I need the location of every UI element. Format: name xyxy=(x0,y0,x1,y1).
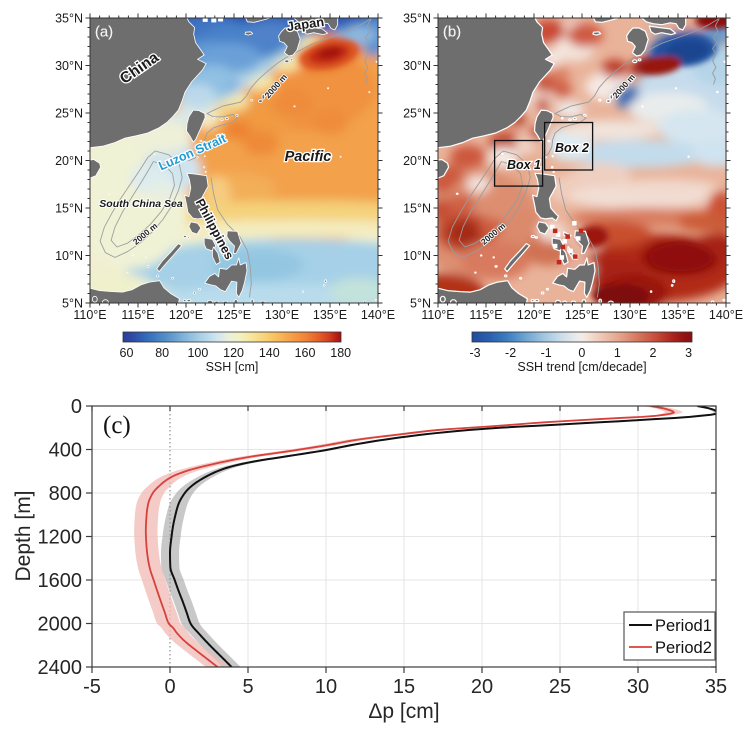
svg-text:110°E: 110°E xyxy=(421,308,454,322)
svg-text:130°E: 130°E xyxy=(613,308,647,322)
svg-text:20°N: 20°N xyxy=(403,154,431,168)
svg-text:5°N: 5°N xyxy=(410,297,431,311)
svg-text:20: 20 xyxy=(471,676,493,698)
svg-text:-5: -5 xyxy=(83,676,101,698)
svg-text:Box 2: Box 2 xyxy=(555,141,589,155)
svg-text:2400: 2400 xyxy=(38,657,83,679)
svg-text:0: 0 xyxy=(71,396,82,418)
svg-text:60: 60 xyxy=(120,346,134,360)
svg-text:135°E: 135°E xyxy=(661,308,695,322)
svg-text:20°N: 20°N xyxy=(55,154,83,168)
svg-text:120°E: 120°E xyxy=(517,308,551,322)
svg-text:(b): (b) xyxy=(443,24,461,41)
svg-text:10: 10 xyxy=(315,676,337,698)
svg-text:1: 1 xyxy=(614,346,621,360)
svg-text:Japan: Japan xyxy=(286,14,325,34)
svg-text:5°N: 5°N xyxy=(62,297,83,311)
svg-text:400: 400 xyxy=(49,440,82,462)
svg-text:120°E: 120°E xyxy=(169,308,203,322)
svg-text:10°N: 10°N xyxy=(403,249,431,263)
svg-text:5: 5 xyxy=(242,676,253,698)
svg-text:135°E: 135°E xyxy=(313,308,347,322)
svg-text:25: 25 xyxy=(549,676,571,698)
svg-text:25°N: 25°N xyxy=(55,107,83,121)
svg-text:180: 180 xyxy=(330,346,351,360)
svg-text:-3: -3 xyxy=(469,346,480,360)
svg-text:SSH trend [cm/decade]: SSH trend [cm/decade] xyxy=(517,360,646,374)
svg-text:(a): (a) xyxy=(95,24,113,41)
svg-text:35°N: 35°N xyxy=(55,12,83,26)
svg-text:10°N: 10°N xyxy=(55,249,83,263)
svg-text:160: 160 xyxy=(295,346,316,360)
svg-text:1600: 1600 xyxy=(38,570,83,592)
svg-text:800: 800 xyxy=(49,483,82,505)
svg-text:30: 30 xyxy=(627,676,649,698)
svg-text:140: 140 xyxy=(259,346,280,360)
svg-text:Box 2: Box 2 xyxy=(555,141,589,155)
svg-text:0: 0 xyxy=(164,676,175,698)
svg-text:Depth [m]: Depth [m] xyxy=(12,490,35,581)
svg-text:Δp [cm]: Δp [cm] xyxy=(368,700,439,723)
svg-text:Pacific: Pacific xyxy=(285,149,332,165)
svg-text:3: 3 xyxy=(685,346,692,360)
svg-text:0: 0 xyxy=(578,346,585,360)
svg-text:125°E: 125°E xyxy=(565,308,599,322)
svg-text:Box 1: Box 1 xyxy=(507,158,541,172)
svg-text:SSH [cm]: SSH [cm] xyxy=(206,360,259,374)
svg-text:115°E: 115°E xyxy=(469,308,502,322)
svg-text:15°N: 15°N xyxy=(403,202,431,216)
svg-text:35: 35 xyxy=(705,676,727,698)
svg-text:South China Sea: South China Sea xyxy=(99,198,183,210)
svg-text:115°E: 115°E xyxy=(121,308,154,322)
svg-text:30°N: 30°N xyxy=(55,59,83,73)
svg-text:Period2: Period2 xyxy=(655,639,712,657)
svg-text:15°N: 15°N xyxy=(55,202,83,216)
svg-text:140°E: 140°E xyxy=(709,308,743,322)
svg-text:120: 120 xyxy=(223,346,244,360)
svg-text:15: 15 xyxy=(393,676,415,698)
svg-text:125°E: 125°E xyxy=(217,308,251,322)
svg-text:100: 100 xyxy=(187,346,208,360)
svg-text:130°E: 130°E xyxy=(265,308,299,322)
svg-text:2000: 2000 xyxy=(38,614,83,636)
svg-text:South China Sea: South China Sea xyxy=(99,198,183,210)
svg-text:25°N: 25°N xyxy=(403,107,431,121)
svg-text:2: 2 xyxy=(650,346,657,360)
svg-text:-1: -1 xyxy=(541,346,552,360)
svg-text:30°N: 30°N xyxy=(403,59,431,73)
svg-text:80: 80 xyxy=(155,346,169,360)
svg-text:1200: 1200 xyxy=(38,527,83,549)
svg-text:35°N: 35°N xyxy=(403,12,431,26)
svg-text:(b): (b) xyxy=(443,24,461,41)
svg-text:(a): (a) xyxy=(95,24,113,41)
svg-text:(c): (c) xyxy=(103,412,131,439)
svg-text:140°E: 140°E xyxy=(361,308,395,322)
svg-text:-2: -2 xyxy=(505,346,516,360)
svg-text:110°E: 110°E xyxy=(73,308,106,322)
svg-text:Box 1: Box 1 xyxy=(507,158,541,172)
svg-text:Pacific: Pacific xyxy=(285,149,332,165)
svg-text:Period1: Period1 xyxy=(655,617,712,635)
